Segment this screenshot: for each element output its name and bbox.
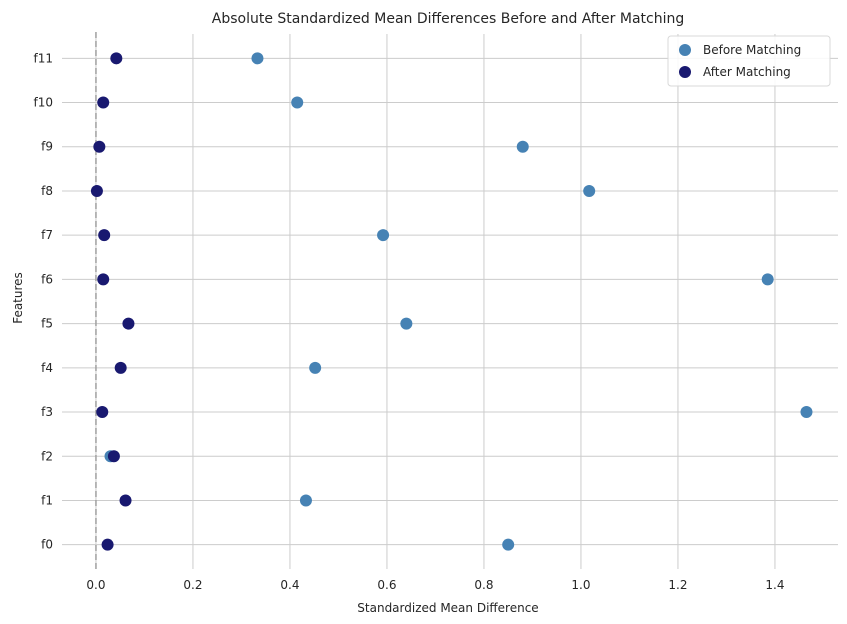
y-tick-label: f2	[41, 449, 53, 463]
before-matching-point	[800, 406, 813, 419]
legend-box	[667, 35, 831, 87]
after-matching-point	[90, 184, 103, 197]
before-matching-point	[516, 140, 529, 153]
x-tick-label: 1.4	[765, 578, 784, 592]
x-tick-label: 1.0	[571, 578, 590, 592]
data-points	[90, 52, 813, 551]
before-matching-point	[309, 361, 322, 374]
before-matching-point	[299, 494, 312, 507]
x-tick-label: 0.2	[183, 578, 202, 592]
before-matching-point	[761, 273, 774, 286]
after-matching-point	[97, 96, 110, 109]
tick-labels: 0.0 0.2 0.4 0.6 0.8 1.0 1.2 1.4 f0 f1 f2 f3 f4 f5 f6 f7…	[34, 51, 785, 592]
legend-marker	[679, 66, 691, 78]
y-tick-label: f11	[34, 51, 54, 65]
after-matching-point	[107, 450, 120, 463]
y-axis-label: Features	[11, 272, 25, 324]
before-matching-point	[400, 317, 413, 330]
after-matching-point	[98, 229, 111, 242]
legend: Before Matching After Matching	[667, 35, 831, 87]
before-matching-point	[502, 538, 515, 551]
legend-label: After Matching	[703, 65, 791, 79]
y-tick-label: f9	[41, 140, 53, 154]
after-matching-point	[96, 406, 109, 419]
after-matching-point	[114, 361, 127, 374]
before-matching-point	[251, 52, 264, 65]
y-tick-label: f0	[41, 538, 53, 552]
after-matching-point	[93, 140, 106, 153]
y-tick-label: f3	[41, 405, 53, 419]
y-tick-label: f10	[34, 96, 54, 110]
x-tick-label: 0.0	[86, 578, 105, 592]
y-tick-label: f6	[41, 272, 53, 286]
after-matching-point	[97, 273, 110, 286]
chart-title: Absolute Standardized Mean Differences B…	[212, 11, 684, 27]
after-matching-point	[110, 52, 123, 65]
before-matching-point	[377, 229, 390, 242]
after-matching-point	[101, 538, 114, 551]
before-matching-point	[291, 96, 304, 109]
y-tick-label: f8	[41, 184, 53, 198]
x-tick-label: 0.6	[377, 578, 396, 592]
x-tick-label: 1.2	[668, 578, 687, 592]
legend-label: Before Matching	[703, 43, 801, 57]
y-tick-label: f1	[41, 493, 53, 507]
after-matching-point	[122, 317, 135, 330]
x-tick-label: 0.4	[280, 578, 299, 592]
after-matching-point	[119, 494, 132, 507]
y-tick-label: f4	[41, 361, 53, 375]
legend-marker	[679, 44, 691, 56]
x-tick-label: 0.8	[474, 578, 493, 592]
y-tick-label: f5	[41, 317, 53, 331]
x-axis-label: Standardized Mean Difference	[357, 601, 538, 615]
before-matching-point	[583, 184, 596, 197]
y-tick-label: f7	[41, 228, 53, 242]
grid-lines	[62, 34, 838, 569]
